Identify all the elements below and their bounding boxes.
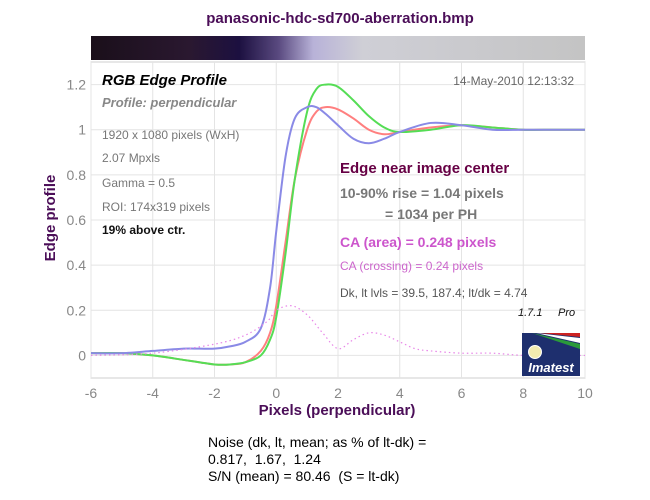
x-tick-label: 6	[458, 385, 466, 401]
logo-sun-icon	[528, 345, 542, 359]
edge-title: Edge near image center	[340, 160, 509, 177]
series-group	[90, 83, 585, 366]
info-line-mpxls: 2.07 Mpxls	[102, 151, 160, 165]
imatest-logo: Imatest	[522, 333, 580, 376]
x-tick-label: -4	[147, 385, 160, 401]
rise-line-1: 10-90% rise = 1.04 pixels	[340, 185, 504, 201]
x-tick-label: 4	[396, 385, 404, 401]
y-axis-label: Edge profile	[42, 175, 59, 262]
info-line-gamma: Gamma = 0.5	[102, 176, 175, 190]
info-line-resolution: 1920 x 1080 pixels (WxH)	[102, 128, 239, 142]
blue-channel-line	[90, 105, 585, 355]
edge-profile-chart: panasonic-hdc-sd700-aberration.bmp -6 -4-…	[42, 10, 593, 419]
y-tick-label: 0.2	[67, 302, 87, 318]
panel-heading: RGB Edge Profile	[102, 72, 227, 89]
y-tick-label: 1	[78, 122, 86, 138]
version-suffix: Pro	[558, 307, 575, 319]
levels-line: Dk, lt lvls = 39.5, 187.4; lt/dk = 4.74	[340, 286, 528, 300]
x-tick-label: -2	[208, 385, 221, 401]
y-tick-label: 0.4	[67, 257, 87, 273]
y-tick-label: 1.2	[67, 77, 87, 93]
tick-labels: -6 -4 -2 0 2 4 6 8 10 0 0.2 0.4 0.6 0.8 1 1.2	[67, 77, 593, 401]
logo-text: Imatest	[528, 360, 574, 375]
ca-area: CA (area) = 0.248 pixels	[340, 234, 497, 250]
timestamp: 14-May-2010 12:13:32	[453, 74, 574, 88]
info-line-location: 19% above ctr.	[102, 223, 185, 237]
x-tick-label: 8	[519, 385, 527, 401]
x-tick-label: 10	[577, 385, 593, 401]
x-tick-label: 0	[272, 385, 280, 401]
x-tick-label: 2	[334, 385, 342, 401]
version-number: 1.7.1	[518, 307, 542, 319]
noise-line-2: 0.817, 1.67, 1.24	[208, 451, 321, 467]
noise-summary: Noise (dk, lt, mean; as % of lt-dk) = 0.…	[208, 434, 426, 485]
y-tick-label: 0.6	[67, 212, 87, 228]
chart-title: panasonic-hdc-sd700-aberration.bmp	[206, 10, 474, 27]
edge-gradient-strip	[91, 36, 585, 60]
y-tick-label: 0	[78, 347, 86, 363]
grid	[90, 62, 586, 378]
noise-line-1: Noise (dk, lt, mean; as % of lt-dk) =	[208, 434, 427, 450]
ca-crossing: CA (crossing) = 0.24 pixels	[340, 259, 483, 273]
info-line-roi: ROI: 174x319 pixels	[102, 200, 210, 214]
x-tick-label: -6	[85, 385, 98, 401]
rise-line-2: = 1034 per PH	[385, 206, 477, 222]
y-tick-label: 0.8	[67, 167, 87, 183]
noise-line-3: S/N (mean) = 80.46 (S = lt-dk)	[208, 468, 400, 484]
panel-profile: Profile: perpendicular	[102, 95, 237, 110]
green-channel-line	[90, 83, 585, 366]
x-axis-label: Pixels (perpendicular)	[259, 402, 416, 419]
